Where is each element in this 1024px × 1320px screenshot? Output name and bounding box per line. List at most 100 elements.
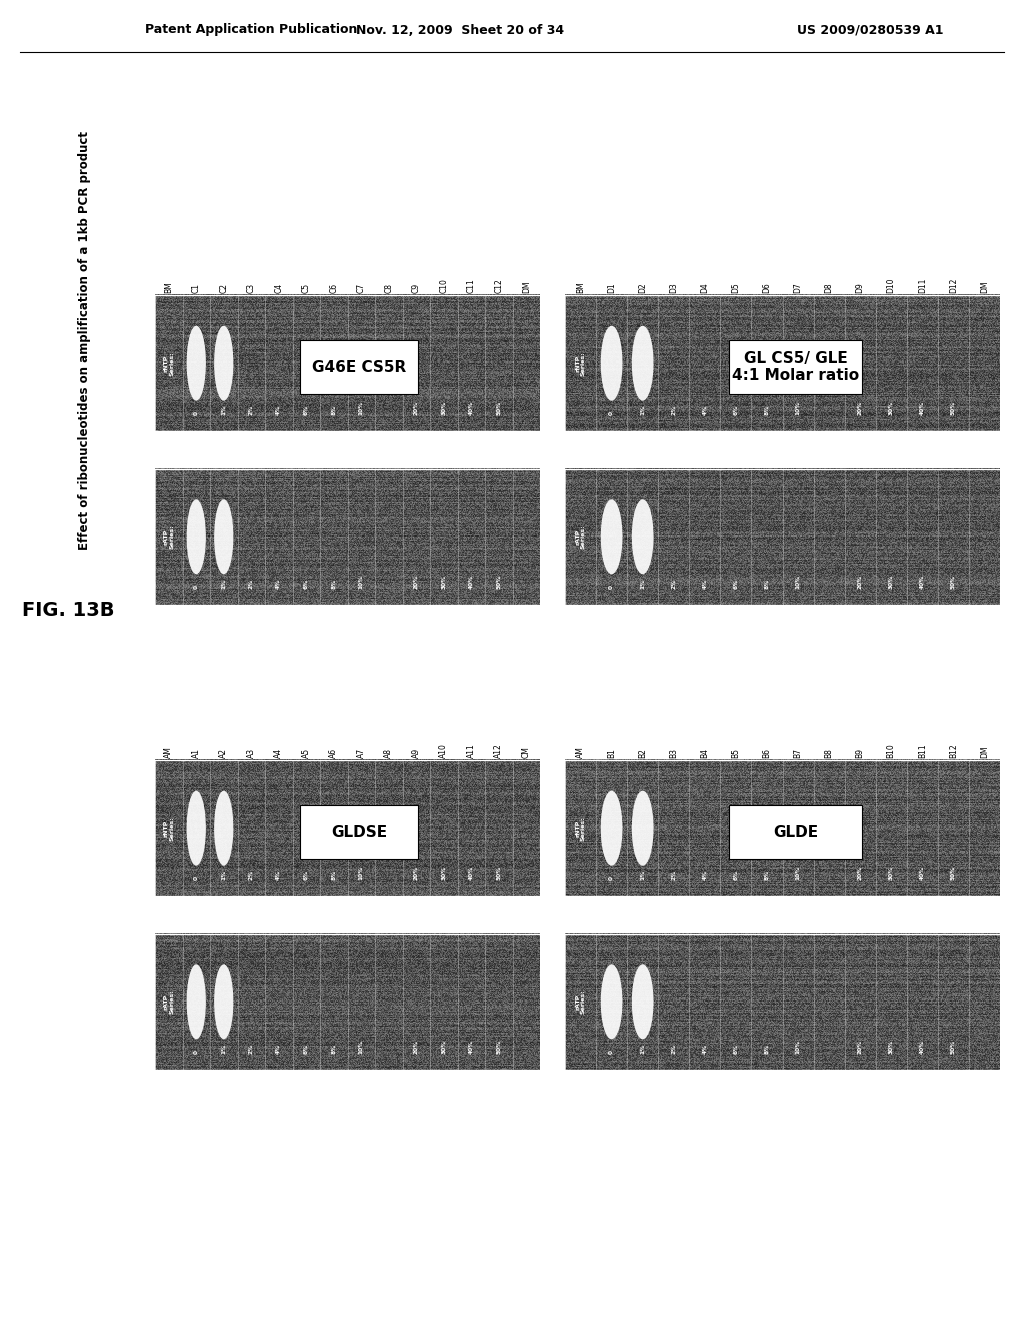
Text: 10%: 10% (358, 1040, 364, 1053)
Text: Patent Application Publication: Patent Application Publication (145, 24, 357, 37)
Text: C4: C4 (274, 282, 284, 293)
Text: 0: 0 (194, 876, 199, 880)
Text: 6%: 6% (304, 578, 309, 589)
Text: 0: 0 (194, 1049, 199, 1053)
Text: 20%: 20% (858, 866, 862, 880)
Text: 2%: 2% (249, 405, 254, 414)
Text: 20%: 20% (414, 401, 419, 414)
Text: 0: 0 (194, 585, 199, 589)
Text: 40%: 40% (469, 1040, 474, 1053)
Text: 30%: 30% (441, 401, 446, 414)
Text: rATP
Series:: rATP Series: (575, 990, 586, 1014)
FancyBboxPatch shape (300, 805, 418, 859)
Text: B11: B11 (918, 743, 927, 758)
Text: 30%: 30% (889, 574, 894, 589)
Text: C9: C9 (412, 282, 421, 293)
Text: A6: A6 (330, 748, 338, 758)
Ellipse shape (601, 326, 623, 401)
Text: A8: A8 (384, 748, 393, 758)
Text: 20%: 20% (858, 1040, 862, 1053)
Text: 4%: 4% (702, 870, 708, 880)
Text: D11: D11 (918, 277, 927, 293)
Text: 20%: 20% (414, 1040, 419, 1053)
Text: 10%: 10% (358, 574, 364, 589)
Text: B9: B9 (856, 748, 864, 758)
Text: A10: A10 (439, 743, 449, 758)
Text: 50%: 50% (951, 866, 955, 880)
Text: rNTP
Series:: rNTP Series: (575, 351, 586, 376)
Text: 50%: 50% (951, 401, 955, 414)
Text: 8%: 8% (331, 870, 336, 880)
Text: C3: C3 (247, 282, 256, 293)
Text: 1%: 1% (221, 578, 226, 589)
Text: Nov. 12, 2009  Sheet 20 of 34: Nov. 12, 2009 Sheet 20 of 34 (356, 24, 564, 37)
Text: 2%: 2% (672, 870, 676, 880)
Text: 2%: 2% (249, 870, 254, 880)
Text: 6%: 6% (304, 1044, 309, 1053)
Text: 0: 0 (609, 1049, 614, 1053)
Text: A1: A1 (191, 748, 201, 758)
Text: 1%: 1% (640, 1044, 645, 1053)
Text: Effect of ribonucleotides on amplification of a 1kb PCR product: Effect of ribonucleotides on amplificati… (79, 131, 91, 549)
Text: C6: C6 (330, 282, 338, 293)
Text: B8: B8 (824, 748, 834, 758)
Text: BM: BM (577, 281, 585, 293)
Text: 10%: 10% (796, 574, 801, 589)
Ellipse shape (214, 326, 233, 401)
Text: rNTP
Series:: rNTP Series: (575, 816, 586, 841)
Text: 50%: 50% (951, 574, 955, 589)
Text: 8%: 8% (331, 1044, 336, 1053)
Text: 4%: 4% (702, 405, 708, 414)
Text: 4%: 4% (702, 578, 708, 589)
Text: A3: A3 (247, 748, 256, 758)
Text: 50%: 50% (497, 401, 502, 414)
Text: 8%: 8% (765, 1044, 769, 1053)
Text: 50%: 50% (497, 574, 502, 589)
Text: AM: AM (164, 746, 173, 758)
Ellipse shape (601, 499, 623, 574)
Text: rATP
Series:: rATP Series: (164, 990, 174, 1014)
Text: 6%: 6% (304, 405, 309, 414)
Ellipse shape (214, 965, 233, 1039)
Text: 1%: 1% (221, 870, 226, 880)
Text: 8%: 8% (331, 405, 336, 414)
Text: 40%: 40% (920, 866, 925, 880)
Text: 2%: 2% (672, 578, 676, 589)
Text: 30%: 30% (441, 574, 446, 589)
Text: 40%: 40% (920, 574, 925, 589)
Text: 4%: 4% (276, 870, 282, 880)
Text: A5: A5 (302, 748, 310, 758)
Text: B2: B2 (638, 748, 647, 758)
Ellipse shape (186, 499, 206, 574)
Text: C8: C8 (384, 282, 393, 293)
Text: C5: C5 (302, 282, 310, 293)
Text: GL CS5/ GLE
4:1 Molar ratio: GL CS5/ GLE 4:1 Molar ratio (732, 351, 859, 384)
Text: 30%: 30% (441, 1040, 446, 1053)
Text: D10: D10 (887, 277, 896, 293)
Text: 1%: 1% (221, 405, 226, 414)
Text: 4%: 4% (276, 1044, 282, 1053)
Ellipse shape (632, 499, 653, 574)
Text: 2%: 2% (672, 1044, 676, 1053)
Text: 2%: 2% (249, 578, 254, 589)
Text: D4: D4 (700, 282, 710, 293)
Text: CM: CM (522, 746, 530, 758)
Text: 40%: 40% (469, 401, 474, 414)
Text: 8%: 8% (765, 405, 769, 414)
Ellipse shape (186, 965, 206, 1039)
Text: 20%: 20% (414, 866, 419, 880)
Text: 40%: 40% (920, 1040, 925, 1053)
Text: 0: 0 (609, 585, 614, 589)
Text: G46E CS5R: G46E CS5R (312, 360, 407, 375)
Text: C12: C12 (495, 279, 503, 293)
Text: B4: B4 (700, 748, 710, 758)
Text: 6%: 6% (733, 870, 738, 880)
Text: FIG. 13B: FIG. 13B (22, 601, 115, 619)
Text: B12: B12 (949, 743, 957, 758)
Ellipse shape (214, 791, 233, 866)
Text: 10%: 10% (796, 1040, 801, 1053)
Ellipse shape (632, 791, 653, 866)
Text: AM: AM (577, 746, 585, 758)
Text: GLDSE: GLDSE (331, 825, 387, 840)
Text: 1%: 1% (640, 870, 645, 880)
